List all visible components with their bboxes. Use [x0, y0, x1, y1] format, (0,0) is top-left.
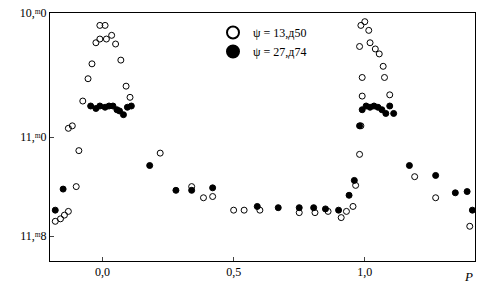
- svg-text:11,ᵐ8: 11,ᵐ8: [20, 229, 46, 243]
- svg-text:11,ᵐ0: 11,ᵐ0: [20, 130, 46, 144]
- svg-text:P: P: [464, 269, 473, 284]
- svg-text:ψ = 13,д50: ψ = 13,д50: [253, 26, 306, 40]
- svg-text:1,0: 1,0: [357, 265, 372, 279]
- svg-text:ψ = 27,д74: ψ = 27,д74: [253, 45, 306, 59]
- svg-text:10,ᵐ0: 10,ᵐ0: [20, 6, 47, 20]
- svg-text:0,0: 0,0: [95, 265, 110, 279]
- svg-text:0,5: 0,5: [226, 265, 241, 279]
